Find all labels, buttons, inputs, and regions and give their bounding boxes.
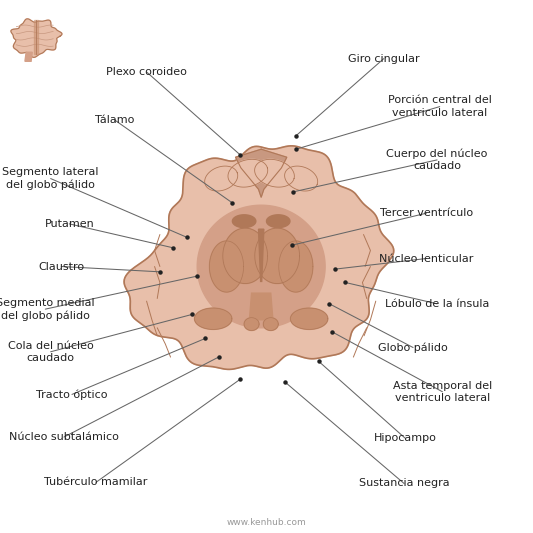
Text: Cuerpo del núcleo
caudado: Cuerpo del núcleo caudado	[386, 149, 488, 171]
Text: Segmento medial
del globo pálido: Segmento medial del globo pálido	[0, 297, 95, 321]
Polygon shape	[195, 308, 232, 329]
Polygon shape	[249, 293, 273, 320]
Polygon shape	[223, 228, 268, 284]
Text: Sustancia negra: Sustancia negra	[359, 479, 449, 488]
Polygon shape	[244, 318, 259, 330]
Text: Plexo coroideo: Plexo coroideo	[106, 67, 187, 77]
Text: Asta temporal del
ventriculo lateral: Asta temporal del ventriculo lateral	[393, 381, 492, 403]
Polygon shape	[205, 166, 238, 191]
Polygon shape	[290, 308, 328, 329]
Polygon shape	[285, 166, 318, 191]
Text: Tálamo: Tálamo	[95, 115, 134, 125]
Polygon shape	[232, 215, 256, 228]
Polygon shape	[11, 19, 62, 58]
Text: Tercer ventrículo: Tercer ventrículo	[380, 208, 473, 218]
Text: www.kenhub.com: www.kenhub.com	[227, 518, 306, 527]
Text: HUB: HUB	[473, 511, 498, 521]
Polygon shape	[263, 318, 278, 330]
Text: Tubérculo mamilar: Tubérculo mamilar	[44, 478, 148, 487]
Text: Putamen: Putamen	[44, 219, 94, 229]
Text: Tracto óptico: Tracto óptico	[36, 389, 108, 400]
Text: Hipocampo: Hipocampo	[374, 433, 437, 443]
Polygon shape	[236, 149, 287, 197]
Text: Núcleo subtalámico: Núcleo subtalámico	[9, 432, 119, 442]
Polygon shape	[209, 241, 244, 292]
Polygon shape	[197, 205, 325, 328]
Polygon shape	[34, 20, 38, 54]
Polygon shape	[259, 229, 264, 281]
Text: Lóbulo de la ínsula: Lóbulo de la ínsula	[385, 299, 489, 309]
Text: Segmento lateral
del globo pálido: Segmento lateral del globo pálido	[2, 167, 99, 190]
Text: Giro cingular: Giro cingular	[348, 54, 419, 63]
Polygon shape	[255, 228, 300, 284]
Polygon shape	[124, 146, 394, 369]
Polygon shape	[266, 215, 290, 228]
Text: Porción central del
ventriculo lateral: Porción central del ventriculo lateral	[388, 95, 491, 118]
Polygon shape	[228, 159, 268, 187]
Polygon shape	[255, 159, 294, 187]
Text: Claustro: Claustro	[38, 262, 84, 271]
Polygon shape	[25, 52, 33, 61]
Text: Núcleo lenticular: Núcleo lenticular	[379, 254, 474, 263]
Polygon shape	[279, 241, 313, 292]
Text: Cola del núcleo
caudado: Cola del núcleo caudado	[8, 341, 93, 363]
Text: Globo pálido: Globo pálido	[378, 342, 448, 353]
Text: KEN: KEN	[473, 497, 497, 507]
